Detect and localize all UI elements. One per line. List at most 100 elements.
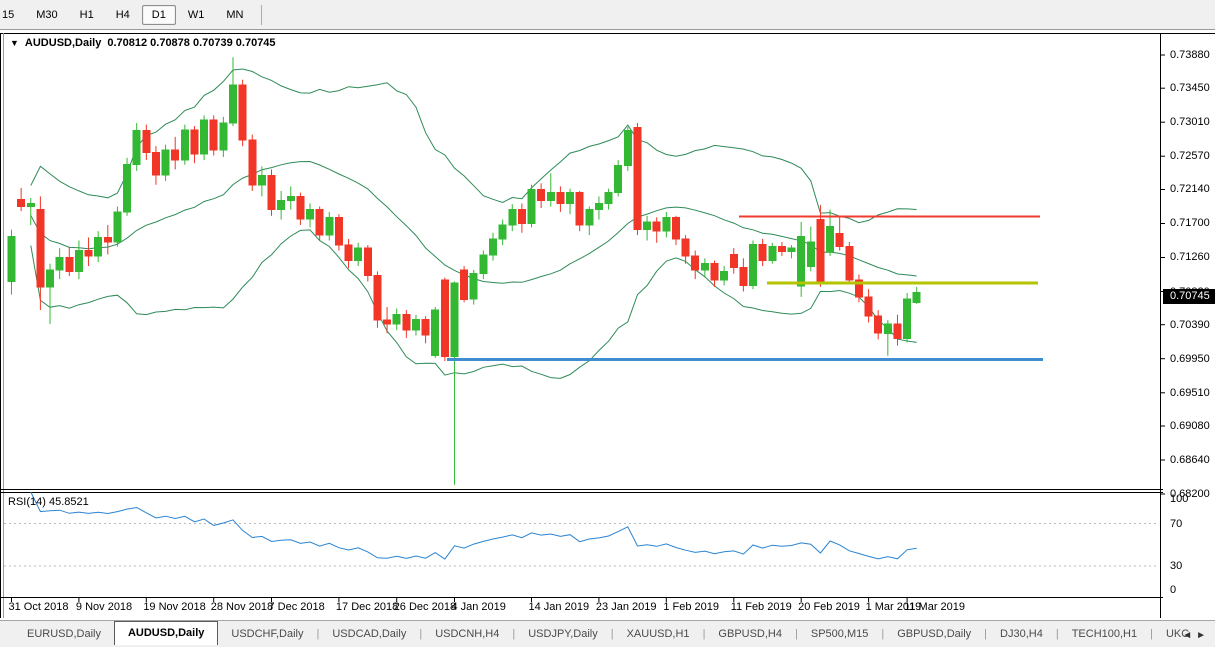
candle-body <box>489 238 497 256</box>
candle-body <box>498 224 507 240</box>
candle-body <box>267 175 276 211</box>
tab-gbpusd-h4[interactable]: GBPUSD,H4 <box>718 628 782 640</box>
candle-body <box>912 291 921 303</box>
price-axis-label: 0.69950 <box>1170 352 1210 365</box>
candle-body <box>623 130 632 166</box>
candle-body <box>421 318 430 336</box>
rsi-pane[interactable] <box>4 493 1159 597</box>
tab-usdcnh-h4[interactable]: USDCNH,H4 <box>435 628 500 640</box>
price-axis-label: 0.72570 <box>1170 150 1210 163</box>
candle-body <box>816 219 825 284</box>
date-axis-label: 20 Feb 2019 <box>798 601 860 613</box>
date-axis-label: 9 Nov 2018 <box>75 601 133 613</box>
candle-body <box>720 270 729 281</box>
candle-body <box>556 192 565 204</box>
timeframe-button-mn[interactable]: MN <box>226 8 244 21</box>
collapse-triangle-icon[interactable]: ▼ <box>10 38 19 48</box>
candle-body <box>344 244 353 262</box>
tab-scroll-right-icon[interactable]: ► <box>1196 630 1210 641</box>
date-axis-label: 1 Mar 2019 <box>865 601 922 613</box>
timeframe-button-m30[interactable]: M30 <box>36 8 58 21</box>
candle-body <box>103 236 112 243</box>
tab-ukc[interactable]: UKC <box>1165 628 1190 640</box>
price-axis-label: 0.69080 <box>1170 419 1210 432</box>
candle-body <box>94 236 103 257</box>
timeframe-button-15[interactable]: 15 <box>2 8 15 21</box>
price-axis-label: 0.69510 <box>1170 386 1210 399</box>
tab-scroll-left-icon[interactable]: ◄ <box>1182 630 1197 641</box>
candle-body <box>739 267 748 286</box>
timeframe-button-w1[interactable]: W1 <box>187 8 205 21</box>
candle-body <box>113 211 122 243</box>
candle-body <box>7 236 16 282</box>
candle-body <box>700 263 709 271</box>
candle-body <box>36 209 45 288</box>
tab-separator: | <box>419 628 423 640</box>
tab-dj30-h4[interactable]: DJ30,H4 <box>1000 628 1043 640</box>
tab-separator: | <box>1150 628 1153 640</box>
timeframe-button-h1[interactable]: H1 <box>79 8 94 21</box>
date-axis-label: 28 Nov 2018 <box>210 601 274 613</box>
candle-body <box>17 199 26 207</box>
main-chart-pane[interactable] <box>4 34 1159 489</box>
candle-body <box>431 309 440 357</box>
date-axis: 31 Oct 2018 9 Nov 2018 19 Nov 2018 28 Nov 2… <box>0 598 1160 618</box>
candle-body <box>787 247 796 252</box>
date-axis-label: 4 Jan 2019 <box>451 601 506 613</box>
candle-body <box>537 189 546 201</box>
date-axis-label: 19 Nov 2018 <box>143 601 206 613</box>
candle-body <box>633 127 642 231</box>
price-axis: 0.73880 0.73450 0.73010 0.72570 0.72140 0.717… <box>1163 33 1215 598</box>
candle-body <box>306 209 314 220</box>
candle-body <box>469 273 478 300</box>
date-axis-label: 7 Dec 2018 <box>268 601 325 613</box>
candle-body <box>257 175 266 186</box>
chart-canvas[interactable] <box>0 0 1215 620</box>
tab-separator: | <box>316 628 320 640</box>
candle-body <box>508 209 517 226</box>
tab-separator: | <box>610 628 614 640</box>
timeframe-button-d1[interactable]: D1 <box>141 4 176 25</box>
candle-body <box>209 119 218 151</box>
candle-body <box>171 149 180 161</box>
tab-separator: | <box>1055 628 1059 640</box>
tab-usdcad-daily[interactable]: USDCAD,Daily <box>332 628 407 640</box>
candle-body <box>74 250 83 272</box>
price-axis-label: 0.68640 <box>1170 453 1210 466</box>
candle-body <box>681 238 690 257</box>
candle-body <box>55 257 64 271</box>
tab-eurusd-daily[interactable]: EURUSD,Daily <box>27 628 101 640</box>
tab-gbpusd-daily[interactable]: GBPUSD,Daily <box>897 628 972 640</box>
tab-audusd-daily[interactable]: AUDUSD,Daily <box>113 621 219 645</box>
tab-xauusd-h1[interactable]: XAUUSD,H1 <box>626 628 690 640</box>
candle-body <box>354 247 363 262</box>
timeframe-button-h4[interactable]: H4 <box>115 8 130 21</box>
candle-body <box>315 209 324 236</box>
rsi-axis-label: 30 <box>1170 559 1183 572</box>
candle-body <box>219 122 228 151</box>
candle-body <box>440 279 449 357</box>
timeframe-toolbar: 15 M30 H1 H4 D1 W1 MN <box>0 0 1215 30</box>
tab-usdchf-daily[interactable]: USDCHF,Daily <box>231 628 304 640</box>
candle-body <box>835 233 844 248</box>
tab-sp500-m15[interactable]: SP500,M15 <box>810 628 869 640</box>
candle-body <box>238 84 247 141</box>
chart-symbol-period: AUDUSD,Daily <box>24 37 102 49</box>
tab-usdjpy-daily[interactable]: USDJPY,Daily <box>528 628 598 640</box>
bollinger-lower-band <box>30 229 917 379</box>
candle-body <box>65 257 74 272</box>
candle-body <box>286 195 295 201</box>
tab-tech100-h1[interactable]: TECH100,H1 <box>1071 628 1138 640</box>
date-axis-label: 31 Oct 2018 <box>8 601 69 613</box>
date-axis-label: 11 Feb 2019 <box>730 601 792 613</box>
candle-body <box>691 255 700 271</box>
candle-body <box>854 279 863 298</box>
chart-ohlc-values: 0.70812 0.70878 0.70739 0.70745 <box>107 37 276 49</box>
candle-body <box>392 314 401 325</box>
candle-body <box>450 282 459 357</box>
price-axis-label: 0.73010 <box>1170 116 1210 129</box>
candle-body <box>662 216 671 232</box>
date-axis-label: 1 Feb 2019 <box>663 601 719 613</box>
candle-body <box>46 269 54 288</box>
